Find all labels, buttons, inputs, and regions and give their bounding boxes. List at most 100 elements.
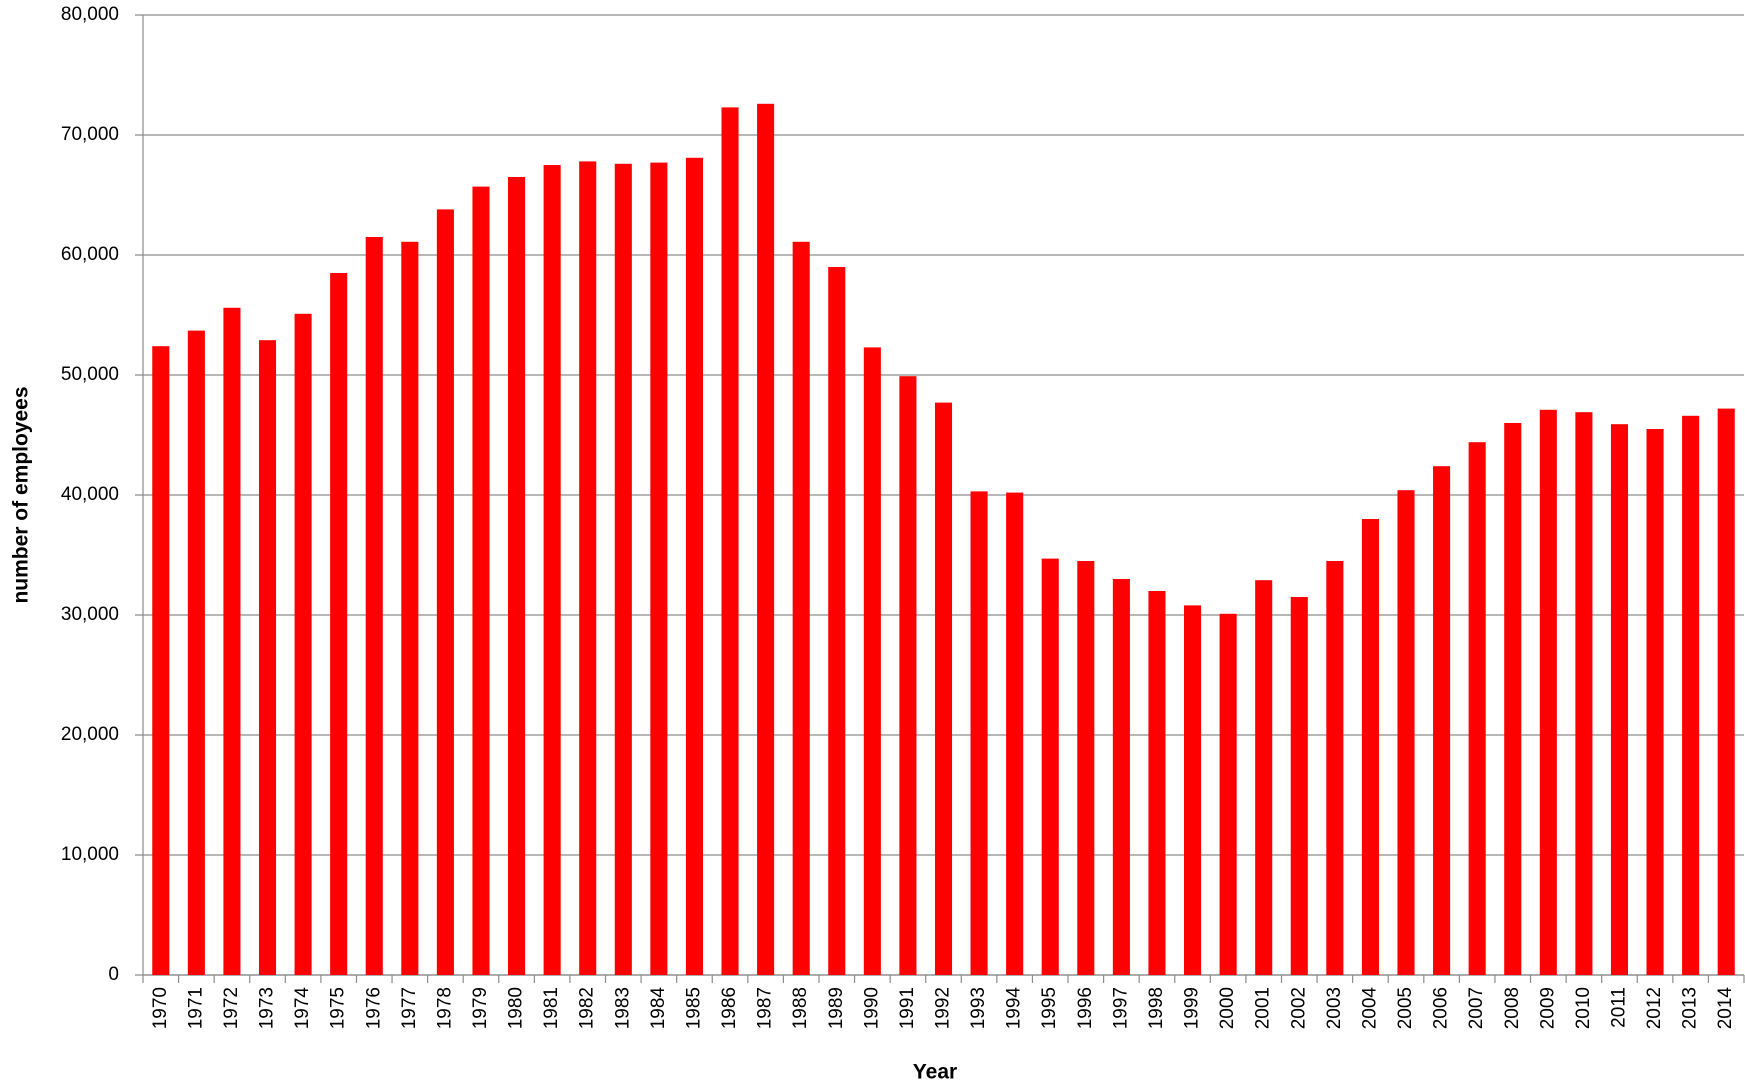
y-tick-label: 50,000 [61,364,119,385]
bar [1504,423,1522,975]
x-tick-label: 2008 [1502,987,1523,1029]
x-tick-label: 1990 [861,987,882,1029]
y-tick-label: 20,000 [61,724,119,745]
bar [436,209,454,975]
x-tick-label: 1988 [790,987,811,1029]
x-tick-label: 1972 [221,987,242,1029]
x-tick-label: 2003 [1324,987,1345,1029]
bar [721,107,739,975]
x-tick-label: 1985 [683,987,704,1029]
y-axis-title: number of employees [10,386,33,603]
bar [508,177,526,975]
x-tick-label: 2004 [1359,987,1380,1030]
bar [579,161,597,975]
x-tick-label: 1970 [150,987,171,1029]
x-tick-label: 2001 [1253,987,1274,1029]
bar [1041,558,1059,975]
bar [1290,597,1308,975]
y-tick-label: 60,000 [61,244,119,265]
x-tick-label: 1982 [577,987,598,1029]
x-tick-label: 1975 [328,987,349,1029]
bar [1539,409,1557,975]
bar [223,307,241,975]
x-tick-label: 1974 [292,987,313,1030]
bar [685,157,703,976]
x-axis-title: Year [913,1061,957,1084]
x-tick-label: 2012 [1644,987,1665,1029]
y-tick-label: 40,000 [61,484,119,505]
bar [792,241,810,976]
x-tick-label: 1996 [1075,987,1096,1029]
y-tick-label: 30,000 [61,604,119,625]
bar [1148,591,1166,975]
x-tick-label: 1989 [826,987,847,1029]
x-tick-label: 1992 [933,987,954,1029]
x-tick-label: 1987 [755,987,776,1029]
x-tick-label: 1977 [399,987,420,1029]
x-tick-label: 1999 [1182,987,1203,1029]
bar [294,313,312,975]
bar [1610,424,1629,975]
y-tick-label: 0 [108,964,119,985]
bar [152,346,170,975]
bar [1255,580,1273,975]
x-tick-label: 1994 [1004,987,1025,1030]
bar [1077,561,1095,975]
bar [1006,492,1024,975]
x-tick-label: 1971 [185,987,206,1029]
x-tick-label: 2002 [1288,987,1309,1029]
bar [365,237,383,975]
x-tick-label: 2009 [1537,987,1558,1029]
x-tick-label: 1984 [648,987,669,1030]
bar [899,376,917,975]
y-tick-label: 80,000 [61,4,119,25]
bar [1433,466,1451,975]
x-tick-label: 1991 [897,987,918,1029]
x-tick-label: 2005 [1395,987,1416,1029]
x-tick-label: 1979 [470,987,491,1029]
x-tick-label: 2011 [1608,987,1629,1028]
bar [934,402,953,976]
bar [1112,579,1130,975]
x-tick-label: 1983 [612,987,633,1029]
bar [1397,490,1415,975]
bar [1219,613,1237,975]
x-tick-label: 1986 [719,987,740,1029]
bar [401,241,419,976]
bar [970,491,988,975]
x-tick-label: 1995 [1039,987,1060,1029]
bar [1575,412,1593,975]
x-tick-label: 1998 [1146,987,1167,1029]
x-tick-label: 1980 [506,987,527,1029]
bar [1361,519,1379,975]
bar [828,267,846,975]
x-tick-label: 2007 [1466,987,1487,1029]
x-tick-label: 1981 [541,987,562,1029]
bar [650,162,668,976]
bar [1682,415,1700,975]
x-tick-label: 2010 [1573,987,1594,1029]
x-tick-label: 1973 [257,987,278,1029]
x-tick-label: 2000 [1217,987,1238,1029]
bar [863,347,881,975]
bar [1468,442,1486,975]
bar [1646,429,1664,975]
bar [1326,561,1344,975]
bar [187,330,205,976]
bar [1717,408,1735,976]
bar [543,165,561,975]
x-tick-label: 1997 [1110,987,1131,1029]
x-tick-label: 2013 [1680,987,1701,1029]
x-tick-label: 2006 [1431,987,1452,1029]
bar [472,186,490,976]
bar [614,163,632,976]
bar [757,103,775,976]
bar [330,273,348,975]
x-tick-label: 1976 [363,987,384,1029]
bar [258,340,277,975]
bar [1184,605,1202,975]
y-tick-label: 70,000 [61,124,119,145]
y-tick-label: 10,000 [61,844,119,865]
x-tick-label: 1978 [434,987,455,1029]
